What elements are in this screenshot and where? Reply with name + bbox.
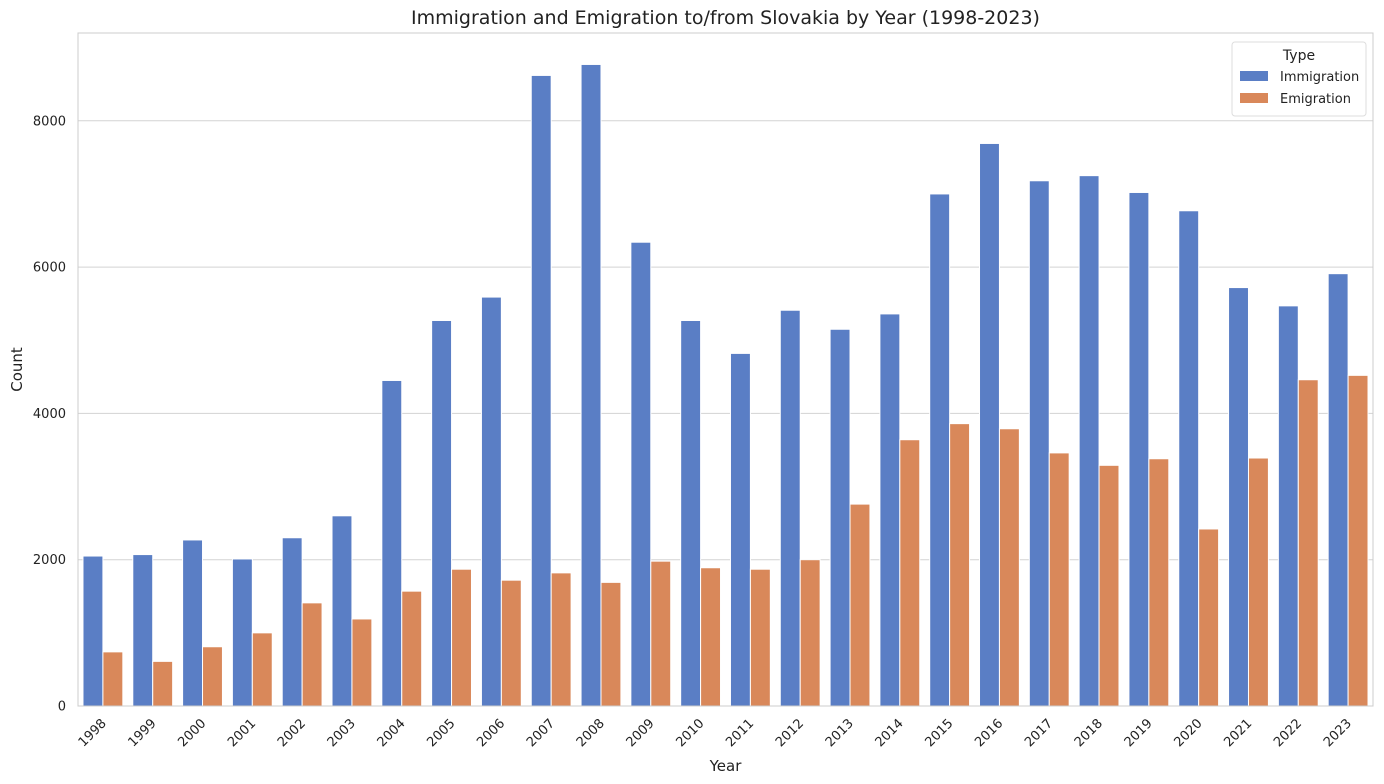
bar-immigration-2000 bbox=[182, 539, 204, 707]
bar-immigration-2011 bbox=[729, 352, 751, 707]
bar-emigration-2013 bbox=[849, 503, 871, 707]
x-tick-label: 2003 bbox=[325, 716, 359, 750]
y-tick-label: 0 bbox=[58, 700, 66, 715]
bar-emigration-2023 bbox=[1347, 374, 1369, 707]
x-tick-label: 2017 bbox=[1022, 716, 1056, 750]
bar-immigration-2008 bbox=[580, 63, 602, 707]
x-tick-label: 2021 bbox=[1221, 716, 1255, 750]
bar-emigration-2016 bbox=[998, 428, 1020, 707]
bar-emigration-2021 bbox=[1247, 457, 1269, 707]
x-tick-label: 2015 bbox=[922, 716, 956, 750]
legend-title: Type bbox=[1282, 48, 1315, 64]
bar-emigration-1998 bbox=[102, 651, 124, 707]
bar-immigration-2019 bbox=[1128, 191, 1150, 707]
x-tick-label: 2010 bbox=[673, 716, 707, 750]
bar-immigration-2010 bbox=[680, 319, 702, 707]
bar-immigration-2023 bbox=[1327, 273, 1349, 707]
x-tick-label: 2001 bbox=[225, 716, 259, 750]
x-tick-label: 2013 bbox=[823, 716, 857, 750]
x-tick-labels: 1998 1999 2000 2001 2002 2003 2004 2005 2006 2007… bbox=[76, 716, 1355, 750]
bar-immigration-2006 bbox=[480, 296, 502, 707]
y-tick-label: 8000 bbox=[33, 114, 66, 129]
bar-immigration-2014 bbox=[879, 313, 901, 707]
legend-label-emigration: Emigration bbox=[1280, 92, 1351, 107]
bar-emigration-2007 bbox=[550, 572, 572, 707]
bar-immigration-2009 bbox=[630, 241, 652, 707]
legend-label-immigration: Immigration bbox=[1280, 70, 1359, 85]
x-tick-label: 2011 bbox=[723, 716, 757, 750]
bar-immigration-2017 bbox=[1028, 180, 1050, 707]
y-tick-labels: 0 2000 4000 6000 8000 bbox=[33, 114, 66, 714]
x-tick-label: 2020 bbox=[1171, 716, 1205, 750]
x-tick-label: 2007 bbox=[524, 716, 558, 750]
x-axis-label: Year bbox=[709, 757, 743, 775]
bar-immigration-2022 bbox=[1277, 305, 1299, 707]
x-tick-label: 2005 bbox=[424, 716, 458, 750]
bar-emigration-2009 bbox=[650, 560, 672, 707]
x-tick-label: 2023 bbox=[1321, 716, 1355, 750]
x-tick-label: 1998 bbox=[76, 716, 110, 750]
bar-emigration-2012 bbox=[799, 559, 821, 707]
y-tick-label: 6000 bbox=[33, 261, 66, 276]
x-tick-label: 2006 bbox=[474, 716, 508, 750]
bar-emigration-2001 bbox=[251, 632, 273, 707]
y-axis-label: Count bbox=[8, 347, 26, 392]
x-tick-label: 2012 bbox=[773, 716, 807, 750]
legend: Type Immigration Emigration bbox=[1231, 41, 1367, 117]
axes bbox=[77, 32, 1374, 707]
x-tick-label: 2019 bbox=[1122, 716, 1156, 750]
bar-emigration-2006 bbox=[500, 579, 522, 707]
x-tick-label: 2016 bbox=[972, 716, 1006, 750]
bar-immigration-2013 bbox=[829, 328, 851, 707]
bar-emigration-2017 bbox=[1048, 452, 1070, 707]
bar-immigration-2007 bbox=[530, 74, 552, 707]
x-tick-label: 1999 bbox=[126, 716, 160, 750]
bar-immigration-2004 bbox=[381, 379, 403, 707]
bar-emigration-2011 bbox=[749, 568, 771, 707]
bar-immigration-2005 bbox=[431, 319, 453, 707]
x-tick-label: 2002 bbox=[275, 716, 309, 750]
x-tick-label: 2009 bbox=[624, 716, 658, 750]
bar-emigration-2003 bbox=[351, 618, 373, 707]
bar-emigration-2010 bbox=[700, 567, 722, 707]
bar-emigration-2005 bbox=[451, 568, 472, 707]
x-tick-label: 2000 bbox=[175, 716, 209, 750]
bar-immigration-2012 bbox=[779, 309, 801, 707]
bars bbox=[82, 63, 1369, 707]
bar-emigration-2015 bbox=[949, 423, 971, 707]
legend-swatch-emigration bbox=[1240, 93, 1268, 103]
x-tick-label: 2008 bbox=[574, 716, 608, 750]
chart-title: Immigration and Emigration to/from Slova… bbox=[411, 7, 1040, 29]
bar-emigration-2020 bbox=[1198, 528, 1220, 707]
x-tick-label: 2014 bbox=[873, 716, 907, 750]
plot-frame bbox=[77, 32, 1374, 707]
bar-immigration-2015 bbox=[929, 193, 951, 707]
y-tick-label: 4000 bbox=[33, 407, 66, 422]
bar-emigration-2014 bbox=[899, 439, 921, 707]
bar-immigration-2001 bbox=[231, 558, 253, 707]
bar-emigration-2018 bbox=[1098, 464, 1120, 707]
x-tick-label: 2022 bbox=[1271, 716, 1305, 750]
bar-emigration-2019 bbox=[1148, 458, 1170, 707]
bar-emigration-2004 bbox=[401, 590, 423, 707]
bar-emigration-2022 bbox=[1297, 379, 1319, 707]
legend-swatch-immigration bbox=[1240, 71, 1268, 81]
bar-emigration-2002 bbox=[301, 602, 323, 707]
y-tick-label: 2000 bbox=[33, 553, 66, 568]
bar-emigration-1999 bbox=[152, 660, 174, 707]
bar-emigration-2008 bbox=[600, 581, 622, 707]
bar-immigration-2003 bbox=[331, 515, 353, 707]
bar-immigration-2016 bbox=[979, 142, 1000, 707]
bar-immigration-1999 bbox=[132, 554, 154, 707]
bar-immigration-1998 bbox=[82, 555, 104, 707]
bar-emigration-2000 bbox=[202, 646, 223, 707]
bar-immigration-2002 bbox=[281, 537, 303, 707]
x-tick-label: 2004 bbox=[375, 716, 409, 750]
x-tick-label: 2018 bbox=[1072, 716, 1106, 750]
bar-immigration-2018 bbox=[1078, 175, 1100, 707]
bar-immigration-2020 bbox=[1178, 210, 1200, 707]
bar-immigration-2021 bbox=[1228, 287, 1249, 707]
